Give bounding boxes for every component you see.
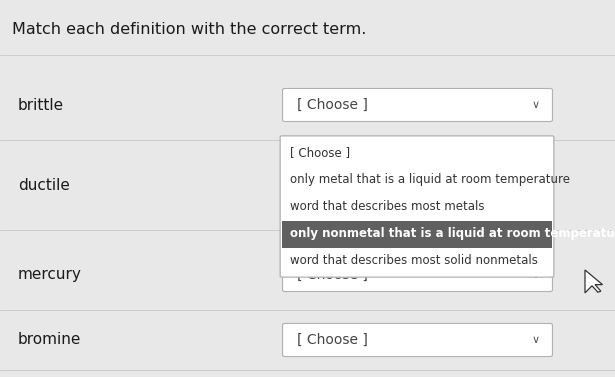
Polygon shape [585, 270, 603, 293]
Text: [ Choose ]: [ Choose ] [290, 146, 350, 159]
FancyBboxPatch shape [280, 136, 554, 277]
Text: ∨: ∨ [532, 270, 540, 280]
FancyBboxPatch shape [282, 89, 552, 121]
Text: ductile: ductile [18, 178, 70, 193]
Text: mercury: mercury [18, 268, 82, 282]
Text: ∨: ∨ [532, 335, 540, 345]
Text: word that describes most solid nonmetals: word that describes most solid nonmetals [290, 254, 538, 267]
Text: Match each definition with the correct term.: Match each definition with the correct t… [12, 22, 367, 37]
Text: brittle: brittle [18, 98, 64, 112]
Text: word that describes most metals: word that describes most metals [290, 200, 485, 213]
FancyBboxPatch shape [282, 323, 552, 357]
Text: [ Choose ]: [ Choose ] [297, 268, 368, 282]
Text: ∨: ∨ [532, 100, 540, 110]
Text: bromine: bromine [18, 333, 81, 348]
Text: only nonmetal that is a liquid at room temperature: only nonmetal that is a liquid at room t… [290, 227, 615, 240]
Text: only metal that is a liquid at room temperature: only metal that is a liquid at room temp… [290, 173, 570, 186]
FancyBboxPatch shape [282, 221, 552, 248]
FancyBboxPatch shape [282, 259, 552, 291]
Text: [ Choose ]: [ Choose ] [297, 98, 368, 112]
Text: [ Choose ]: [ Choose ] [297, 333, 368, 347]
